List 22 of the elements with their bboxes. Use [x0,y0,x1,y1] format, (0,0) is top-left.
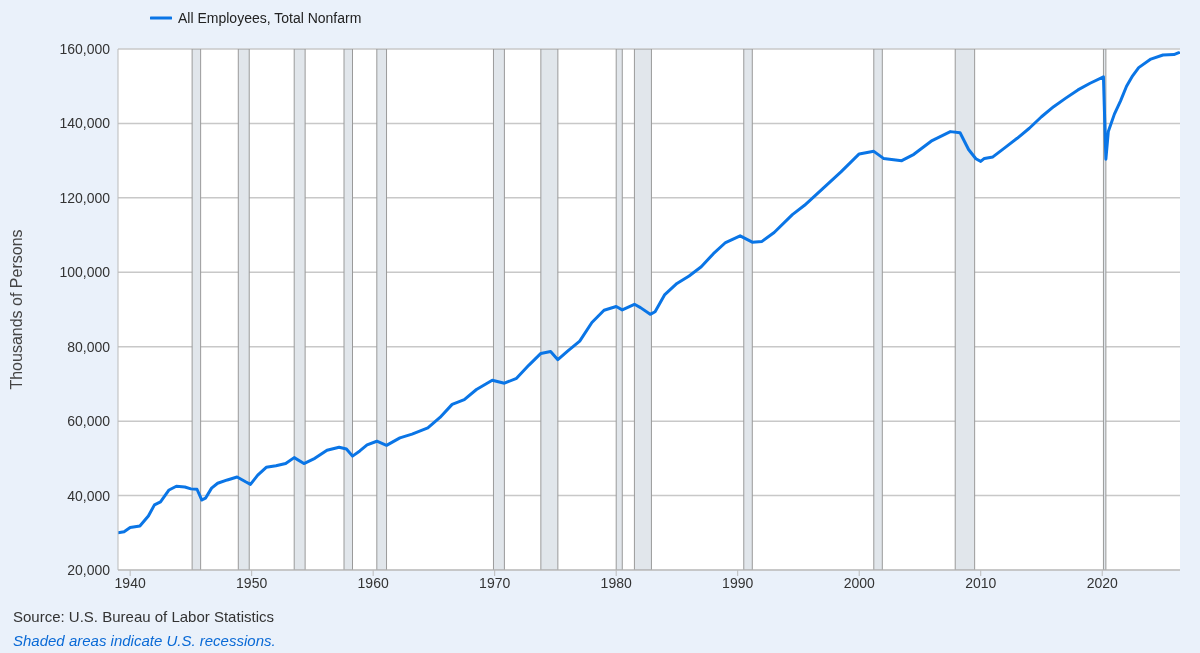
line-series [118,51,1180,535]
y-tick-label: 140,000 [59,115,111,132]
y-tick-label: 120,000 [59,189,111,206]
y-tick-label: 40,000 [67,487,111,504]
text: Shaded areas indicate U.S. recessions. [13,632,276,649]
x-tick-label: 1950 [236,574,268,591]
x-tick-label: 1940 [114,574,146,591]
x-tick-label: 1970 [479,574,511,591]
legend-label: All Employees, Total Nonfarm [178,10,362,26]
y-tick-label: 80,000 [67,338,111,355]
x-tick-label: 1990 [722,574,754,591]
x-tick-label: 2020 [1086,574,1119,591]
y-tick-label: 160,000 [59,40,111,57]
y-tick-label: 60,000 [67,413,111,430]
y-tick-label: 20,000 [67,561,111,578]
x-tick-label: 2010 [965,574,997,591]
source-note: Source: U.S. Bureau of Labor Statistics [13,608,274,625]
x-tick-label: 2000 [843,574,875,591]
y-tick-label: 100,000 [59,264,111,281]
x-tick-label: 1960 [357,574,389,591]
x-tick-label: 1980 [600,574,632,591]
y-axis-title: Thousands of Persons [7,229,25,390]
